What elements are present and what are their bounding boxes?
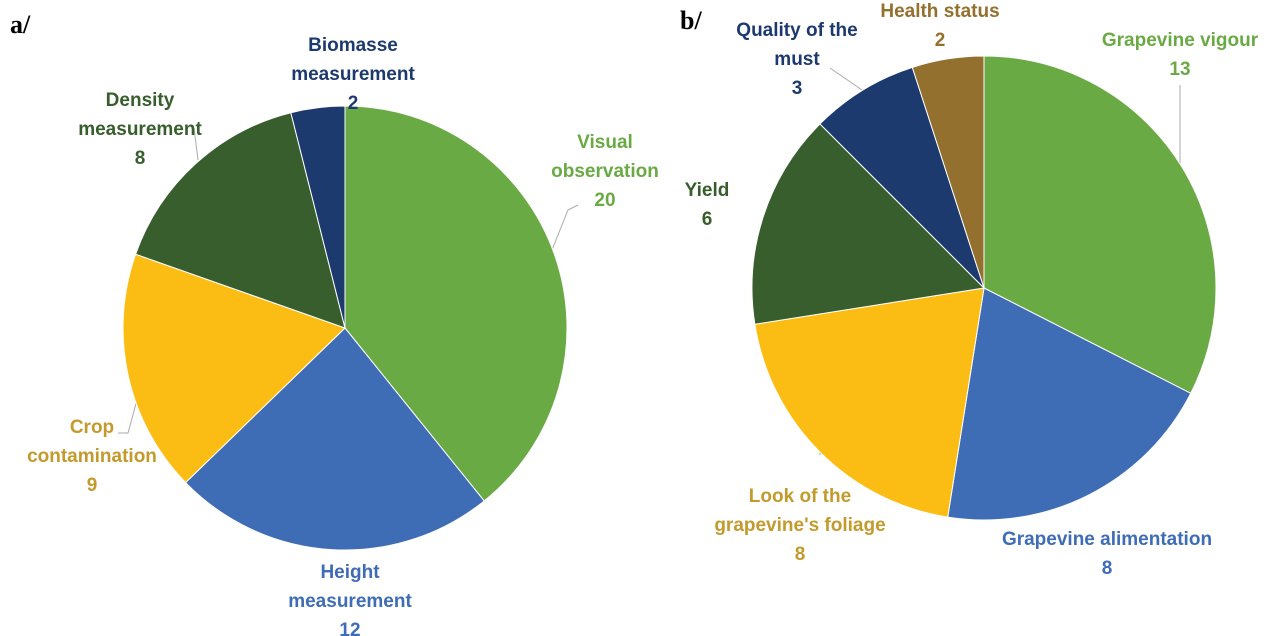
slice-value: 9 [86, 475, 98, 496]
slice-label: Yield [684, 180, 730, 201]
pie-slice [134, 112, 346, 329]
slice-value: 13 [1169, 59, 1191, 80]
slice-label: Height measurement [288, 562, 412, 612]
slice-label: Look of the grapevine's foliage [714, 486, 886, 536]
pie-slice [184, 327, 485, 551]
slice-label: Health status [880, 1, 1000, 22]
panel-label: a/ [10, 10, 31, 39]
slice-value: 12 [339, 620, 361, 636]
slice-value: 6 [701, 209, 713, 230]
slice-label: Visual observation [551, 132, 659, 182]
pie-slice [290, 105, 346, 329]
pie-slice [122, 253, 346, 484]
pie-slice [819, 66, 985, 289]
leader-line [118, 399, 138, 434]
slice-value: 2 [934, 30, 946, 51]
panel-label: b/ [680, 6, 702, 35]
slice-label: Biomasse measurement [291, 35, 415, 85]
pie-slice [911, 55, 985, 289]
pie-slice [751, 123, 986, 325]
pie-slice [344, 105, 568, 502]
slice-label: Grapevine vigour [1101, 30, 1259, 51]
slice-label: Quality of the must [736, 20, 858, 70]
pie-slice [983, 55, 1217, 394]
slice-value: 3 [791, 78, 803, 99]
pie-slice [947, 287, 1192, 521]
leader-line [551, 204, 579, 251]
slice-value: 8 [134, 148, 146, 169]
slice-value: 20 [594, 190, 616, 211]
leader-line [193, 127, 199, 161]
pie-slice [754, 287, 985, 518]
slice-label: Grapevine alimentation [1001, 529, 1213, 550]
leader-line [829, 67, 863, 91]
slice-label: Density measurement [78, 90, 202, 140]
slice-value: 2 [347, 93, 359, 114]
slice-value: 8 [794, 544, 806, 565]
slice-label: Crop contamination [27, 417, 157, 467]
slice-value: 8 [1101, 558, 1113, 579]
